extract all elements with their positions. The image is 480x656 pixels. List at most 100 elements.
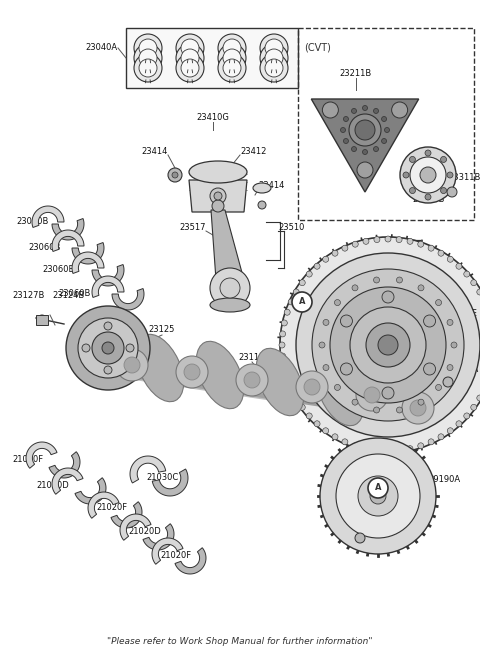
Text: 23060B: 23060B: [58, 289, 90, 298]
Circle shape: [368, 478, 388, 498]
Circle shape: [407, 238, 413, 244]
Ellipse shape: [196, 341, 244, 409]
Text: 23311B: 23311B: [448, 173, 480, 182]
Polygon shape: [143, 523, 174, 550]
Circle shape: [364, 387, 380, 403]
Circle shape: [350, 307, 426, 383]
Circle shape: [181, 49, 199, 67]
Polygon shape: [92, 264, 124, 286]
Circle shape: [330, 287, 446, 403]
Circle shape: [464, 271, 470, 277]
Circle shape: [280, 237, 480, 453]
Text: 21020F: 21020F: [160, 552, 191, 560]
Circle shape: [299, 404, 305, 410]
Text: 39191: 39191: [345, 527, 371, 537]
Circle shape: [314, 420, 320, 427]
Circle shape: [299, 279, 305, 286]
Circle shape: [355, 533, 365, 543]
Circle shape: [357, 162, 373, 178]
Circle shape: [336, 454, 420, 538]
Text: 23040A: 23040A: [86, 43, 118, 52]
Circle shape: [78, 318, 138, 378]
Polygon shape: [88, 492, 119, 518]
Circle shape: [102, 342, 114, 354]
Circle shape: [292, 292, 312, 312]
Circle shape: [428, 245, 434, 251]
Polygon shape: [32, 206, 64, 228]
Text: 23414: 23414: [142, 148, 168, 157]
Circle shape: [362, 106, 368, 110]
Circle shape: [293, 289, 299, 295]
Circle shape: [279, 331, 286, 337]
Circle shape: [363, 238, 369, 244]
Circle shape: [181, 59, 199, 77]
Circle shape: [382, 291, 394, 303]
Circle shape: [385, 236, 391, 242]
Circle shape: [279, 342, 285, 348]
Circle shape: [410, 400, 426, 416]
Circle shape: [104, 366, 112, 374]
Circle shape: [400, 147, 456, 203]
Circle shape: [407, 445, 413, 452]
Circle shape: [435, 384, 442, 390]
Circle shape: [340, 363, 352, 375]
Circle shape: [176, 34, 204, 62]
Text: 23226B: 23226B: [412, 195, 444, 205]
Circle shape: [92, 332, 124, 364]
Circle shape: [352, 241, 358, 247]
Circle shape: [374, 237, 380, 243]
Circle shape: [418, 443, 424, 449]
Text: 23211B: 23211B: [340, 68, 372, 77]
Circle shape: [281, 320, 288, 326]
Circle shape: [447, 319, 453, 325]
Circle shape: [352, 285, 358, 291]
Circle shape: [409, 188, 416, 194]
Circle shape: [342, 245, 348, 251]
Circle shape: [392, 102, 408, 118]
Circle shape: [218, 54, 246, 82]
Polygon shape: [72, 243, 104, 264]
Circle shape: [382, 387, 394, 399]
Circle shape: [366, 323, 410, 367]
Circle shape: [447, 365, 453, 371]
Circle shape: [425, 194, 431, 200]
Circle shape: [351, 108, 357, 113]
Text: 23412: 23412: [240, 148, 266, 157]
Text: 23517: 23517: [180, 224, 206, 232]
Circle shape: [260, 54, 288, 82]
Circle shape: [384, 127, 389, 133]
Circle shape: [370, 488, 386, 504]
Bar: [36, 315, 48, 325]
Polygon shape: [112, 289, 144, 310]
Circle shape: [82, 344, 90, 352]
Circle shape: [134, 34, 162, 62]
Circle shape: [214, 192, 222, 200]
Polygon shape: [49, 452, 80, 478]
Circle shape: [281, 364, 288, 370]
Text: 23510: 23510: [278, 224, 304, 232]
Circle shape: [382, 117, 386, 121]
Circle shape: [323, 102, 338, 118]
Circle shape: [464, 413, 470, 419]
Ellipse shape: [329, 375, 357, 415]
Circle shape: [265, 59, 283, 77]
Circle shape: [447, 187, 457, 197]
Polygon shape: [120, 514, 151, 541]
Circle shape: [428, 439, 434, 445]
Circle shape: [288, 385, 294, 391]
Circle shape: [223, 49, 241, 67]
Circle shape: [344, 117, 348, 121]
Ellipse shape: [253, 183, 271, 193]
Ellipse shape: [210, 298, 250, 312]
Circle shape: [335, 384, 340, 390]
Circle shape: [332, 434, 338, 440]
Circle shape: [396, 407, 402, 413]
Circle shape: [323, 428, 329, 434]
Circle shape: [352, 443, 358, 449]
Circle shape: [293, 395, 299, 401]
Circle shape: [402, 392, 434, 424]
Circle shape: [66, 306, 150, 390]
Circle shape: [279, 353, 286, 359]
Circle shape: [344, 138, 348, 144]
Text: 23111: 23111: [239, 354, 265, 363]
